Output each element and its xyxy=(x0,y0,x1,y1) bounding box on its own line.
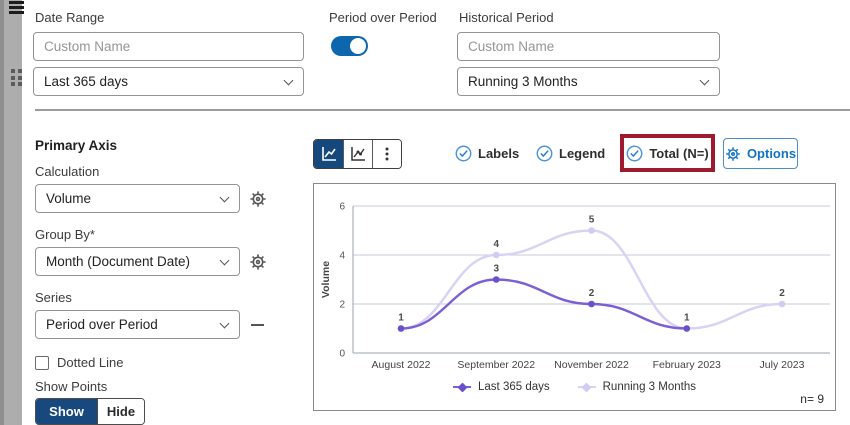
series-selected-value: Period over Period xyxy=(46,317,158,332)
chart-legend: Last 365 days Running 3 Months xyxy=(314,381,835,393)
chart-container: 0 2 4 6 Volume August 2022 September 2022 Novem… xyxy=(313,183,836,411)
historical-period-select[interactable]: Running 3 Months xyxy=(457,67,720,96)
drag-handle-icon[interactable] xyxy=(11,69,23,86)
section-divider xyxy=(35,109,850,111)
line-chart-with-points-type-button[interactable] xyxy=(343,140,372,168)
show-button[interactable]: Show xyxy=(36,399,97,424)
legend-item[interactable]: Running 3 Months xyxy=(577,381,696,393)
group-by-gear-icon[interactable] xyxy=(249,253,267,271)
show-points-segmented-control: Show Hide xyxy=(35,398,145,425)
data-label: 1 xyxy=(398,313,404,324)
historical-period-name-input[interactable] xyxy=(457,32,720,61)
check-circle-icon xyxy=(455,145,472,162)
left-rail xyxy=(0,0,24,425)
chevron-down-icon xyxy=(219,255,230,266)
line-chart-icon xyxy=(321,147,336,161)
toggle-knob xyxy=(350,38,366,54)
legend-label: Last 365 days xyxy=(478,381,550,393)
data-point[interactable] xyxy=(588,300,595,308)
x-tick-label: September 2022 xyxy=(457,359,535,371)
legend-item[interactable]: Last 365 days xyxy=(453,381,550,393)
x-tick-label: July 2023 xyxy=(760,359,805,371)
legend-marker-icon xyxy=(453,382,472,392)
data-label: 5 xyxy=(589,215,595,226)
data-point[interactable] xyxy=(492,276,500,283)
calculation-selected-value: Volume xyxy=(46,191,92,206)
hamburger-menu-icon[interactable] xyxy=(9,1,24,16)
chevron-down-icon xyxy=(283,75,294,86)
check-circle-icon xyxy=(626,145,643,161)
x-tick-label: November 2022 xyxy=(554,359,629,371)
legend-toggle[interactable]: Legend xyxy=(536,145,605,162)
dotted-line-checkbox[interactable] xyxy=(35,355,49,370)
series-select[interactable]: Period over Period xyxy=(35,310,240,339)
historical-period-label: Historical Period xyxy=(459,10,554,25)
total-toggle-label: Total (N=) xyxy=(649,145,709,161)
group-by-label: Group By* xyxy=(35,227,95,242)
data-label: 2 xyxy=(779,288,785,299)
labels-toggle[interactable]: Labels xyxy=(455,145,519,162)
options-button[interactable]: Options xyxy=(723,138,798,169)
historical-period-selected-value: Running 3 Months xyxy=(468,74,578,89)
data-point[interactable] xyxy=(397,325,405,332)
options-button-label: Options xyxy=(746,146,797,161)
data-label: 1 xyxy=(684,313,690,324)
data-point[interactable] xyxy=(588,227,595,234)
x-tick-label: August 2022 xyxy=(372,359,431,371)
gear-icon xyxy=(726,146,740,161)
remove-series-minus-icon[interactable] xyxy=(251,324,264,326)
data-label: 2 xyxy=(589,288,595,299)
group-by-select[interactable]: Month (Document Date) xyxy=(35,247,240,276)
primary-axis-title: Primary Axis xyxy=(35,138,118,153)
y-tick-label: 6 xyxy=(339,202,345,213)
series-label: Series xyxy=(35,290,72,305)
kebab-menu-icon xyxy=(385,147,389,161)
show-points-label: Show Points xyxy=(35,379,108,394)
chevron-down-icon xyxy=(219,192,230,203)
y-tick-label: 4 xyxy=(339,251,345,262)
n-count-label: n= 9 xyxy=(800,392,824,406)
period-over-period-toggle[interactable] xyxy=(331,36,368,56)
date-range-select[interactable]: Last 365 days xyxy=(33,67,304,96)
line-chart-type-button[interactable] xyxy=(314,140,343,168)
data-point[interactable] xyxy=(683,325,691,332)
legend-label: Running 3 Months xyxy=(602,381,696,393)
data-label: 3 xyxy=(493,264,499,275)
legend-marker-icon xyxy=(577,382,596,392)
group-by-selected-value: Month (Document Date) xyxy=(46,254,191,269)
legend-toggle-label: Legend xyxy=(559,146,606,161)
series-line xyxy=(400,278,687,330)
x-tick-label: February 2023 xyxy=(653,359,721,371)
y-tick-label: 0 xyxy=(339,349,345,360)
y-tick-label: 2 xyxy=(339,300,345,311)
calculation-select[interactable]: Volume xyxy=(35,184,240,213)
date-range-selected-value: Last 365 days xyxy=(44,74,129,89)
chevron-down-icon xyxy=(219,318,230,329)
data-point[interactable] xyxy=(778,300,786,308)
check-circle-icon xyxy=(536,145,553,162)
calculation-label: Calculation xyxy=(35,164,100,179)
period-over-period-label: Period over Period xyxy=(329,10,437,25)
y-axis-title: Volume xyxy=(320,261,332,298)
series-line xyxy=(400,229,783,330)
date-range-name-input[interactable] xyxy=(33,32,304,61)
chart-type-button-group xyxy=(313,139,402,169)
chevron-down-icon xyxy=(699,75,710,86)
line-chart-points-icon xyxy=(351,147,365,161)
more-options-kebab-button[interactable] xyxy=(372,140,401,168)
data-point[interactable] xyxy=(492,251,500,259)
date-range-label: Date Range xyxy=(35,10,105,25)
dotted-line-label: Dotted Line xyxy=(57,355,124,370)
total-toggle-highlight: Total (N=) xyxy=(620,134,715,172)
labels-toggle-label: Labels xyxy=(478,146,520,161)
line-chart: 0 2 4 6 Volume August 2022 September 2022 Novem… xyxy=(320,202,830,371)
data-label: 4 xyxy=(493,239,499,250)
calculation-gear-icon[interactable] xyxy=(249,190,267,208)
hide-button[interactable]: Hide xyxy=(97,399,144,424)
total-toggle[interactable]: Total (N=) xyxy=(626,145,709,162)
